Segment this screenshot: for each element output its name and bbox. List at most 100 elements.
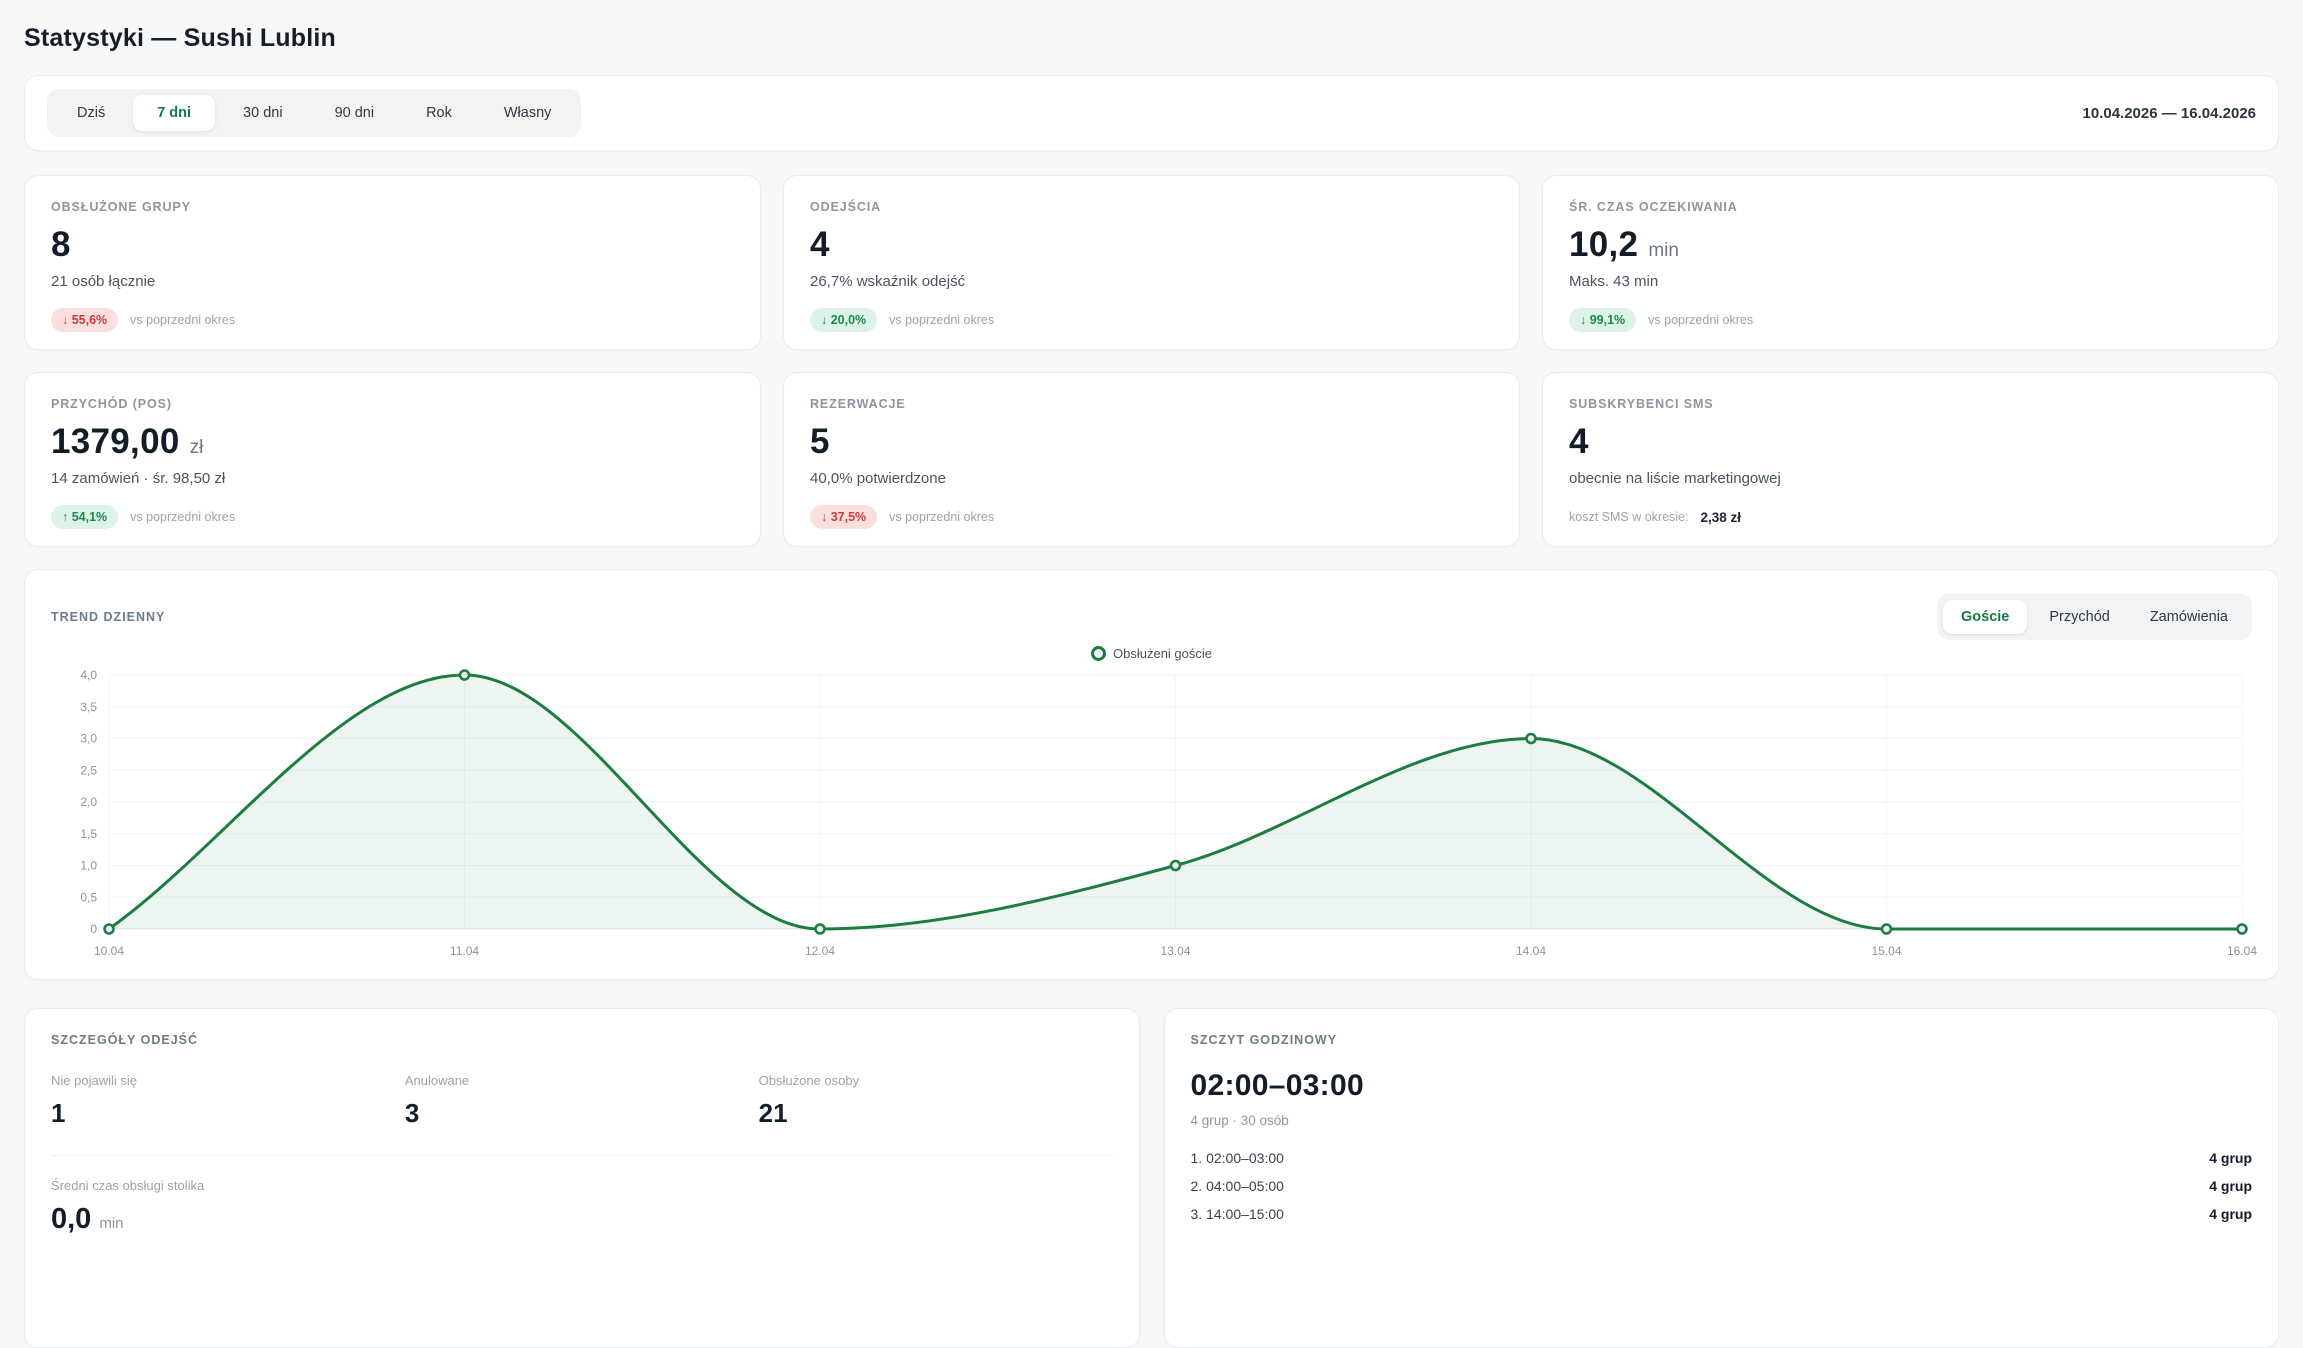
kpi-value: 8 — [51, 225, 71, 264]
kpi-value: 1379,00 — [51, 422, 180, 461]
kpi-compare-note: vs poprzedni okres — [889, 510, 995, 524]
peak-hour-row: 3. 14:00–15:00 4 grup — [1191, 1205, 2253, 1223]
chart-data-point — [2236, 923, 2248, 935]
stat-label: Obsłużone osoby — [758, 1073, 860, 1088]
kpi-value-row: 8 — [51, 225, 734, 265]
trend-tab-goście[interactable]: Goście — [1943, 600, 2028, 634]
peak-hour-row: 2. 04:00–05:00 4 grup — [1191, 1177, 2253, 1195]
departure-stat-nie-pojawili-się: Nie pojawili się 1 — [51, 1073, 405, 1129]
kpi-compare-note: vs poprzedni okres — [130, 313, 236, 327]
x-axis-tick-label: 15.04 — [1871, 944, 1901, 958]
range-tab-rok[interactable]: Rok — [402, 95, 476, 131]
kpi-value-row: 1379,00 zł — [51, 422, 734, 462]
peak-hour-row: 1. 02:00–03:00 4 grup — [1191, 1149, 2253, 1167]
kpi-card-obsłużone-grupy: OBSŁUŻONE GRUPY 8 21 osób łącznie ↓ 55,6% vs… — [24, 175, 761, 350]
kpi-subtitle: 26,7% wskaźnik odejść — [810, 273, 966, 290]
departure-stats: Nie pojawili się 1 Anulowane 3 Obsłużone oso… — [51, 1073, 1113, 1129]
trend-tab-przychód[interactable]: Przychód — [2031, 600, 2127, 634]
kpi-change-badge: ↓ 37,5% — [810, 505, 878, 529]
kpi-card-odejścia: ODEJŚCIA 4 26,7% wskaźnik odejść ↓ 20,0% vs … — [783, 175, 1520, 350]
kpi-value-row: 4 — [1569, 422, 2252, 462]
kpi-label: OBSŁUŻONE GRUPY — [51, 200, 191, 214]
x-axis-tick-label: 12.04 — [805, 944, 835, 958]
kpi-card-śr-czas-oczekiwania: ŚR. CZAS OCZEKIWANIA 10,2 min Maks. 43 min ↓… — [1542, 175, 2279, 350]
kpi-footer-value: 2,38 zł — [1700, 509, 1742, 525]
y-axis-tick-label: 3,5 — [80, 700, 97, 714]
y-axis-tick-label: 2,0 — [80, 795, 97, 809]
trend-line-chart: 0 0,5 1,0 1,5 2,0 2,5 3,0 3,5 4,0 10.04 11.04 12.04… — [80, 668, 2257, 958]
kpi-card-rezerwacje: REZERWACJE 5 40,0% potwierdzone ↓ 37,5% vs p… — [783, 372, 1520, 547]
kpi-footer: ↑ 54,1% vs poprzedni okres — [51, 505, 734, 529]
divider — [51, 1155, 1113, 1156]
x-axis-tick-label: 10.04 — [94, 944, 124, 958]
range-tab-90-dni[interactable]: 90 dni — [311, 95, 399, 131]
trend-title: TREND DZIENNY — [51, 610, 166, 624]
kpi-value: 5 — [810, 422, 830, 461]
kpi-subtitle: Maks. 43 min — [1569, 273, 1659, 290]
peak-row-count: 4 grup — [2209, 1150, 2252, 1166]
y-axis-tick-label: 2,5 — [80, 763, 97, 777]
peak-hour-value: 02:00–03:00 — [1190, 1069, 1364, 1102]
kpi-compare-note: vs poprzedni okres — [1648, 313, 1754, 327]
range-tab-7-dni[interactable]: 7 dni — [133, 95, 216, 131]
kpi-label: ŚR. CZAS OCZEKIWANIA — [1569, 200, 1738, 214]
date-range-toolbar: Dziś 7 dni 30 dni 90 dni Rok Własny 10.04.202… — [24, 75, 2279, 151]
kpi-subtitle: 14 zamówień · śr. 98,50 zł — [51, 470, 226, 487]
kpi-subtitle: 40,0% potwierdzone — [810, 470, 946, 487]
page-title: Statystyki — Sushi Lublin — [24, 24, 336, 52]
x-axis-tick-label: 14.04 — [1516, 944, 1546, 958]
kpi-label: PRZYCHÓD (POS) — [51, 397, 172, 411]
y-axis-tick-label: 0 — [90, 922, 97, 936]
avg-service-row: 0,0 min — [51, 1203, 1113, 1236]
kpi-value: 10,2 — [1569, 225, 1639, 264]
peak-row-count: 4 grup — [2209, 1206, 2252, 1222]
avg-service-unit: min — [99, 1215, 124, 1232]
x-axis-tick-label: 16.04 — [2227, 944, 2257, 958]
daily-trend-chart: 0 0,5 1,0 1,5 2,0 2,5 3,0 3,5 4,0 10.04 11.04 12.04… — [51, 663, 2257, 963]
peak-row-time: 1. 02:00–03:00 — [1190, 1150, 1284, 1166]
y-axis-tick-label: 4,0 — [80, 668, 97, 682]
stat-value: 21 — [758, 1098, 788, 1128]
kpi-subtitle: 21 osób łącznie — [51, 273, 156, 290]
stat-value: 3 — [404, 1098, 420, 1128]
kpi-value-row: 5 — [810, 422, 1493, 462]
kpi-unit: zł — [189, 437, 204, 458]
date-range-label: 10.04.2026 — 16.04.2026 — [2082, 104, 2256, 122]
chart-data-point — [458, 669, 471, 681]
legend-label: Obsłużeni goście — [1113, 646, 1212, 661]
kpi-footer: ↓ 20,0% vs poprzedni okres — [810, 308, 1493, 332]
kpi-value-row: 4 — [810, 225, 1493, 265]
trend-header: TREND DZIENNY Goście Przychód Zamówienia — [51, 594, 2252, 640]
kpi-footer: koszt SMS w okresie: 2,38 zł — [1569, 505, 2252, 529]
peak-row-count: 4 grup — [2209, 1178, 2252, 1194]
kpi-subtitle: obecnie na liście marketingowej — [1569, 470, 1781, 487]
kpi-change-badge: ↓ 55,6% — [51, 308, 119, 332]
chart-legend-item[interactable]: Obsłużeni goście — [51, 646, 2252, 661]
chart-data-point — [814, 923, 826, 935]
stat-label: Anulowane — [404, 1073, 470, 1088]
legend-marker-icon — [1091, 646, 1106, 661]
kpi-unit: min — [1648, 240, 1679, 261]
kpi-footer: ↓ 55,6% vs poprzedni okres — [51, 308, 734, 332]
chart-data-point — [1169, 859, 1182, 872]
peak-hour-list: 1. 02:00–03:00 4 grup 2. 04:00–05:00 4 grup… — [1191, 1149, 2253, 1223]
kpi-grid: OBSŁUŻONE GRUPY 8 21 osób łącznie ↓ 55,6% vs… — [24, 175, 2279, 547]
avg-service-label: Średni czas obsługi stolika — [51, 1178, 205, 1193]
trend-tab-group: Goście Przychód Zamówienia — [1937, 594, 2252, 640]
trend-tab-zamówienia[interactable]: Zamówienia — [2132, 600, 2246, 634]
range-tab-group: Dziś 7 dni 30 dni 90 dni Rok Własny — [47, 89, 582, 137]
kpi-label: SUBSKRYBENCI SMS — [1569, 397, 1714, 411]
kpi-value-row: 10,2 min — [1569, 225, 2252, 265]
kpi-card-subskrybenci-sms: SUBSKRYBENCI SMS 4 obecnie na liście marke… — [1542, 372, 2279, 547]
range-tab-własny[interactable]: Własny — [480, 95, 576, 131]
kpi-compare-note: vs poprzedni okres — [889, 313, 995, 327]
kpi-footer: ↓ 37,5% vs poprzedni okres — [810, 505, 1493, 529]
departure-stat-obsłużone-osoby: Obsłużone osoby 21 — [759, 1073, 1113, 1129]
kpi-change-badge: ↓ 20,0% — [810, 308, 878, 332]
avg-service-value: 0,0 — [51, 1203, 92, 1235]
range-tab-dziś[interactable]: Dziś — [53, 95, 129, 131]
peak-hour-subtitle: 4 grup · 30 osób — [1190, 1113, 1289, 1128]
bottom-section: SZCZEGÓŁY ODEJŚĆ Nie pojawili się 1 Anulow… — [24, 1008, 2279, 1348]
range-tab-30-dni[interactable]: 30 dni — [219, 95, 307, 131]
